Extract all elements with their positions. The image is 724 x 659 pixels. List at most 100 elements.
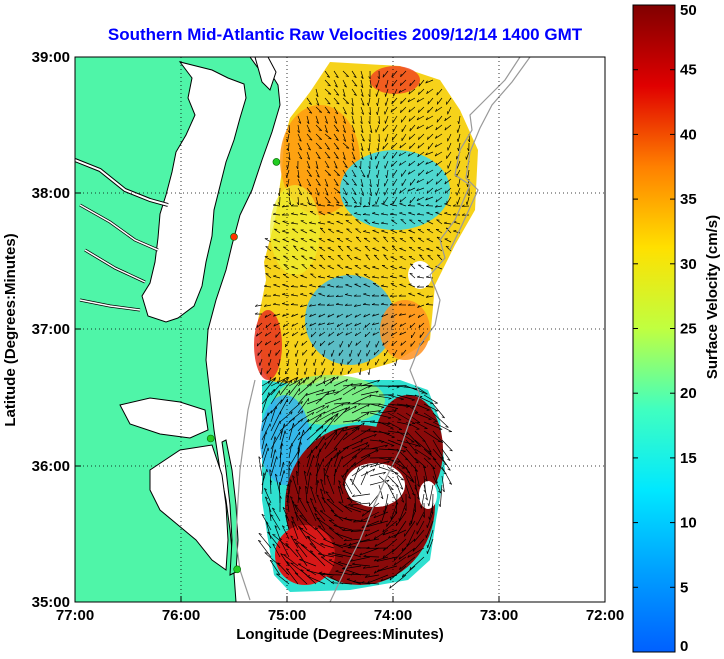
velocity-vector [345, 238, 353, 243]
velocity-vector [377, 97, 380, 106]
velocity-arrowhead [300, 293, 304, 295]
velocity-vector [373, 511, 389, 519]
velocity-vector [342, 115, 346, 124]
velocity-vector [399, 266, 407, 270]
velocity-arrowhead [310, 486, 313, 489]
velocity-vector [400, 106, 407, 113]
velocity-vector [382, 547, 398, 559]
velocity-arrowhead [308, 304, 312, 307]
velocity-vector [291, 331, 299, 337]
velocity-arrowhead [422, 466, 427, 468]
velocity-vector [342, 419, 361, 423]
velocity-arrowhead [336, 147, 340, 150]
velocity-vector [369, 460, 390, 468]
velocity-vector [396, 412, 416, 424]
velocity-arrowhead [401, 547, 404, 551]
velocity-arrowhead [338, 561, 342, 563]
velocity-vector [399, 203, 407, 207]
velocity-vector [324, 97, 331, 105]
velocity-arrowhead [272, 212, 276, 215]
velocity-vector [309, 293, 317, 297]
velocity-vector [429, 502, 434, 520]
velocity-vector [435, 160, 443, 167]
velocity-arrowhead [346, 245, 350, 248]
velocity-vector [288, 443, 293, 459]
velocity-arrowhead [367, 148, 370, 152]
velocity-arrowhead [425, 497, 428, 501]
velocity-vector [391, 160, 398, 167]
velocity-vector [268, 358, 272, 366]
velocity-vector [288, 378, 303, 387]
velocity-arrowhead [299, 193, 303, 196]
velocity-arrowhead [336, 212, 340, 214]
velocity-vector [351, 428, 371, 441]
velocity-arrowhead [439, 441, 443, 443]
velocity-vector [391, 219, 398, 225]
velocity-vector [444, 187, 452, 194]
velocity-arrowhead [444, 117, 447, 121]
velocity-vector [409, 124, 416, 132]
velocity-arrowhead [335, 468, 337, 472]
velocity-arrowhead [317, 203, 321, 206]
velocity-vector [293, 538, 308, 549]
velocity-arrowhead [308, 111, 313, 114]
velocity-arrowhead [425, 80, 428, 84]
velocity-vector [324, 397, 342, 405]
velocity-arrowhead [412, 406, 416, 408]
velocity-arrowhead [309, 323, 312, 327]
velocity-vector [315, 480, 319, 495]
velocity-arrowhead [354, 84, 358, 87]
velocity-vector [439, 484, 443, 507]
velocity-arrowhead [323, 467, 326, 471]
velocity-vector [274, 228, 281, 234]
blob-white-hole [345, 463, 405, 507]
velocity-vector [282, 273, 290, 279]
velocity-vector [339, 340, 344, 348]
velocity-arrowhead [283, 379, 285, 383]
velocity-vector [417, 219, 425, 225]
velocity-vector [441, 448, 451, 461]
velocity-vector [350, 505, 371, 513]
velocity-vector [324, 115, 328, 124]
velocity-vector [300, 213, 308, 216]
velocity-arrowhead [326, 203, 330, 206]
velocity-arrowhead [457, 183, 459, 187]
velocity-vector [444, 238, 452, 243]
x-tick-label: 72:00 [586, 607, 624, 624]
velocity-vector [324, 414, 338, 432]
velocity-vector [405, 475, 415, 496]
velocity-vector [306, 570, 326, 576]
velocity-arrowhead [382, 342, 385, 346]
velocity-arrowhead [400, 487, 404, 490]
velocity-vector [382, 529, 398, 536]
velocity-arrowhead [399, 323, 402, 327]
velocity-vector [387, 439, 408, 448]
velocity-vector [425, 196, 434, 201]
velocity-arrowhead [411, 480, 415, 483]
velocity-arrowhead [335, 203, 340, 206]
velocity-vector [333, 142, 340, 150]
velocity-arrowhead [263, 472, 266, 476]
velocity-arrowhead [465, 201, 468, 205]
velocity-vector [382, 246, 389, 252]
velocity-vector [375, 151, 380, 160]
velocity-vector [409, 142, 416, 150]
velocity-arrowhead [254, 304, 258, 307]
velocity-arrowhead [380, 212, 385, 215]
velocity-arrowhead [409, 145, 411, 149]
velocity-vector [366, 340, 371, 348]
velocity-arrowhead [353, 580, 357, 582]
velocity-arrowhead [298, 121, 302, 124]
velocity-vector [315, 389, 336, 396]
velocity-vector [279, 470, 285, 486]
velocity-vector [270, 514, 281, 531]
velocity-arrowhead [342, 483, 346, 487]
velocity-arrowhead [346, 147, 350, 149]
james-river-fill [79, 299, 141, 311]
velocity-arrowhead [354, 405, 357, 409]
velocity-vector [351, 160, 358, 168]
velocity-vector [384, 106, 389, 115]
velocity-vector [330, 509, 344, 522]
velocity-vector [261, 443, 267, 459]
velocity-arrowhead [444, 172, 447, 176]
